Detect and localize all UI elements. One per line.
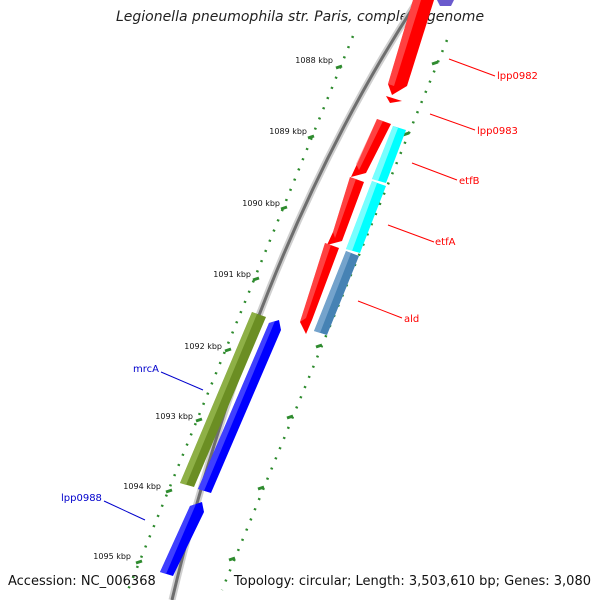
grid-ring-left: [126, 35, 355, 591]
gene-label-etfA[interactable]: etfA: [435, 237, 456, 248]
gene-label-etfB[interactable]: etfB: [459, 176, 480, 187]
gene-label-lpp0982[interactable]: lpp0982: [497, 71, 538, 82]
gene-arrow-lpp0983[interactable]: [386, 96, 402, 103]
tick-label-1094: 1094 kbp: [123, 482, 161, 491]
leader-lpp0982: [448, 58, 496, 77]
gene-arrow-ald[interactable]: [300, 243, 339, 334]
backbone: [168, 0, 421, 600]
accession-label: Accession: NC_006368: [8, 574, 156, 589]
leader-mrcA: [160, 371, 204, 391]
gene-label-lpp0988[interactable]: lpp0988: [61, 493, 102, 504]
operon-bar-mrcA[interactable]: [180, 312, 266, 487]
tick-label-1092: 1092 kbp: [184, 342, 222, 351]
gene-arrow-etfA[interactable]: [327, 177, 364, 245]
genome-summary: Topology: circular; Length: 3,503,610 bp…: [233, 574, 591, 589]
map-title: Legionella pneumophila str. Paris, compl…: [115, 9, 485, 25]
gene-arrow-mrcA[interactable]: [198, 320, 281, 493]
tick-label-1090: 1090 kbp: [242, 199, 280, 208]
gene-label-lpp0983[interactable]: lpp0983: [477, 126, 518, 137]
tick-label-1088: 1088 kbp: [295, 56, 333, 65]
operon-bar-ald[interactable]: [314, 251, 359, 335]
leader-lpp0988: [103, 500, 146, 521]
tick-label-1095: 1095 kbp: [93, 552, 131, 561]
tick-marks: [135, 64, 343, 565]
gene-label-mrcA[interactable]: mrcA: [133, 364, 159, 375]
leader-etfB: [411, 162, 458, 181]
leader-lpp0983: [429, 113, 476, 131]
operon-bar-etfB[interactable]: [372, 126, 406, 183]
leader-ald: [357, 300, 403, 319]
gene-label-ald[interactable]: ald: [404, 314, 419, 325]
tick-label-1089: 1089 kbp: [269, 127, 307, 136]
gene-arrow-lpp0982[interactable]: [388, 0, 434, 95]
tick-label-1091: 1091 kbp: [213, 270, 251, 279]
gene-arrow-lpp0988[interactable]: [160, 502, 204, 576]
tick-label-1093: 1093 kbp: [155, 412, 193, 421]
leader-etfA: [387, 224, 435, 243]
operon-bar-etfA[interactable]: [346, 181, 386, 253]
gene-arrow-etfB[interactable]: [351, 119, 391, 177]
gene-top-fragment[interactable]: [437, 0, 454, 6]
